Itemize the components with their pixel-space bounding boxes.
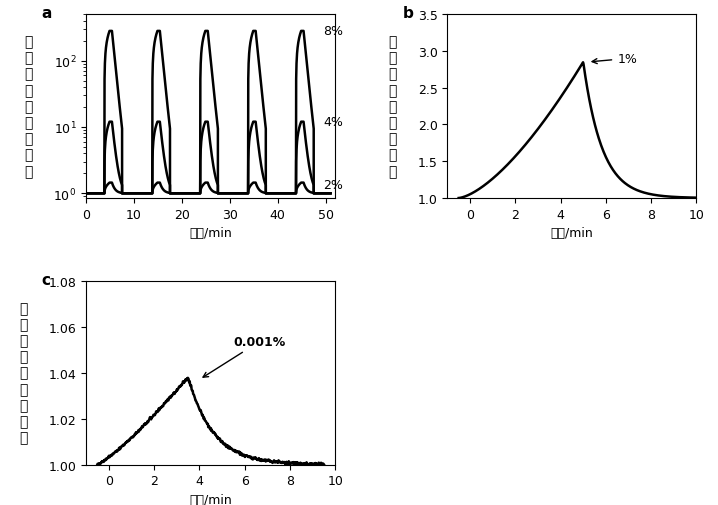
Text: 1%: 1% (592, 53, 637, 66)
Text: a: a (42, 6, 52, 21)
Text: 0.001%: 0.001% (203, 335, 286, 377)
Text: b: b (403, 6, 414, 21)
Text: 2%: 2% (323, 179, 343, 192)
X-axis label: 时间/min: 时间/min (190, 227, 232, 240)
Y-axis label: 辛
酸
乙
酯
气
敏
响
应
度: 辛 酸 乙 酯 气 敏 响 应 度 (19, 301, 28, 444)
Text: c: c (42, 272, 50, 287)
X-axis label: 时间/min: 时间/min (190, 493, 232, 505)
Y-axis label: 乙
酸
乙
酯
气
敏
响
应
度: 乙 酸 乙 酯 气 敏 响 应 度 (24, 35, 32, 179)
Y-axis label: 乙
酸
丁
酯
气
敏
响
应
度: 乙 酸 丁 酯 气 敏 响 应 度 (388, 35, 397, 179)
Text: 8%: 8% (323, 25, 343, 38)
Text: 4%: 4% (323, 116, 343, 129)
X-axis label: 时间/min: 时间/min (551, 227, 593, 240)
